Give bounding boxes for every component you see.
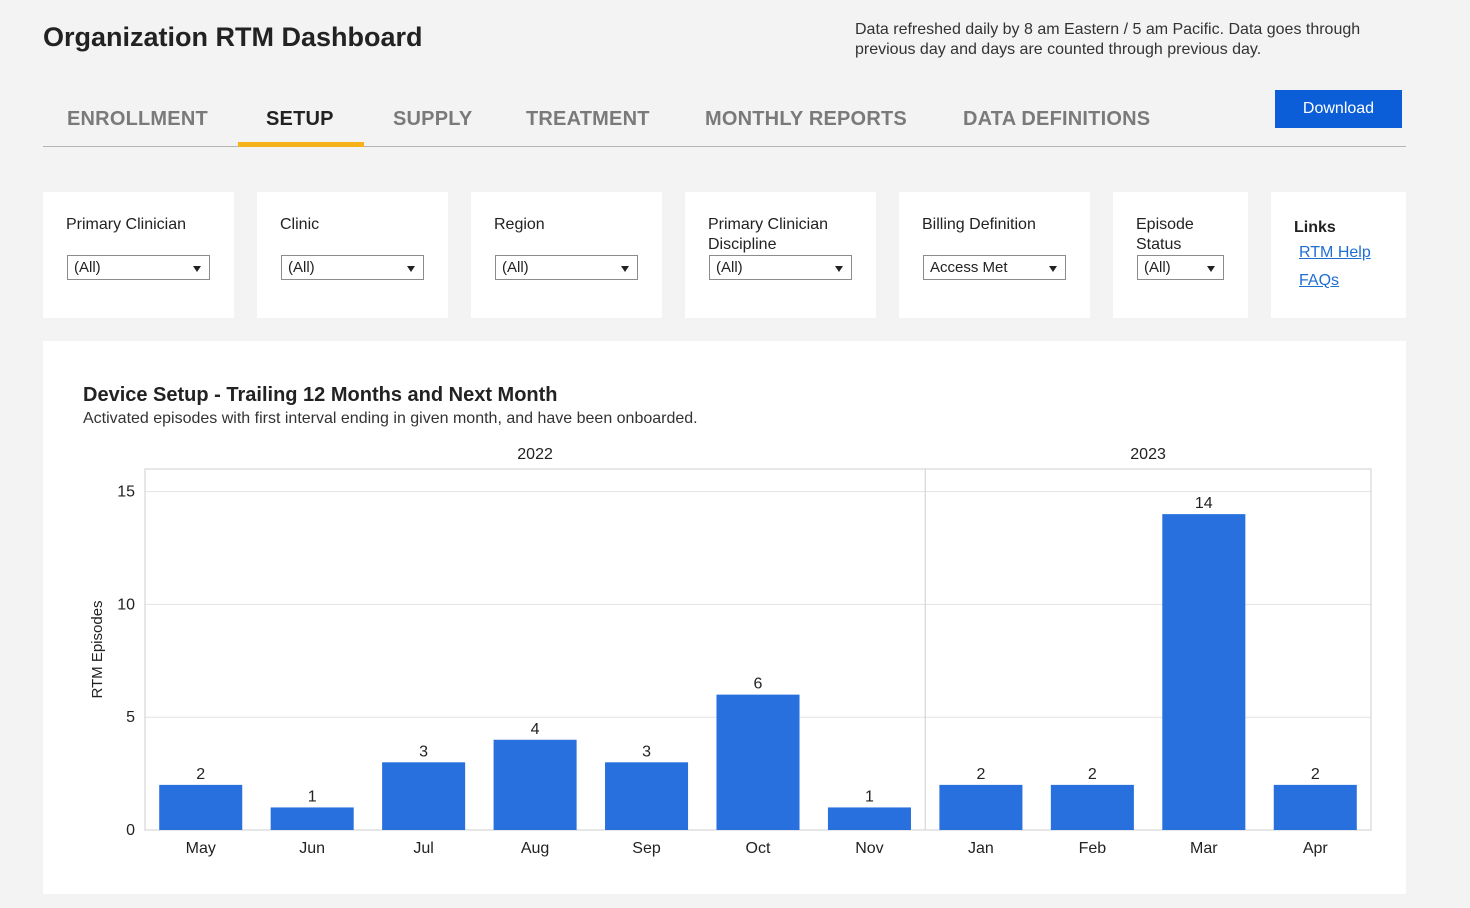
bar bbox=[159, 784, 243, 830]
year-labels: 2022 2023 bbox=[517, 446, 1166, 463]
bar-value-label: 2 bbox=[1311, 766, 1320, 783]
select-value: Access Met bbox=[930, 259, 1008, 276]
bar-value-label: 3 bbox=[642, 743, 651, 760]
x-axis-ticks: May Jun Jul Aug Sep Oct Nov Jan Feb Mar Apr bbox=[186, 840, 1329, 857]
region-select[interactable]: (All) bbox=[495, 255, 638, 280]
primary-clinician-discipline-select[interactable]: (All) bbox=[709, 255, 852, 280]
bar-value-label: 4 bbox=[531, 721, 540, 738]
x-tick-label: Jun bbox=[299, 840, 325, 857]
select-value: (All) bbox=[288, 259, 315, 276]
tab-supply[interactable]: SUPPLY bbox=[393, 108, 473, 130]
chart-title: Device Setup - Trailing 12 Months and Ne… bbox=[83, 384, 558, 406]
x-tick-label: Nov bbox=[855, 840, 883, 857]
bar-value-label: 2 bbox=[976, 766, 985, 783]
y-tick-label: 10 bbox=[117, 596, 135, 613]
chart-panel: Device Setup - Trailing 12 Months and Ne… bbox=[43, 341, 1406, 894]
bar-value-label: 1 bbox=[865, 788, 874, 805]
bar bbox=[605, 762, 689, 830]
page-title: Organization RTM Dashboard bbox=[43, 22, 423, 52]
tab-enrollment[interactable]: ENROLLMENT bbox=[67, 108, 208, 130]
y-tick-label: 0 bbox=[126, 822, 135, 839]
bar bbox=[1273, 784, 1357, 830]
filter-primary-clinician-discipline: Primary Clinician Discipline (All) bbox=[685, 192, 876, 318]
filter-primary-clinician: Primary Clinician (All) bbox=[43, 192, 234, 318]
x-tick-label: Mar bbox=[1190, 840, 1218, 857]
primary-clinician-select[interactable]: (All) bbox=[67, 255, 210, 280]
select-value: (All) bbox=[74, 259, 101, 276]
bar bbox=[382, 762, 466, 830]
y-tick-label: 5 bbox=[126, 709, 135, 726]
select-value: (All) bbox=[716, 259, 743, 276]
bar bbox=[493, 739, 577, 830]
filter-region: Region (All) bbox=[471, 192, 662, 318]
episode-status-select[interactable]: (All) bbox=[1137, 255, 1224, 280]
x-tick-label: Jul bbox=[413, 840, 433, 857]
x-tick-label: May bbox=[186, 840, 216, 857]
bar bbox=[716, 694, 800, 830]
faqs-link[interactable]: FAQs bbox=[1299, 272, 1340, 289]
bar-value-label: 2 bbox=[1088, 766, 1097, 783]
bar-value-label: 3 bbox=[419, 743, 428, 760]
filter-episode-status: Episode Status (All) bbox=[1113, 192, 1248, 318]
filter-label: Primary Clinician Discipline bbox=[708, 216, 829, 253]
tab-setup[interactable]: SETUP bbox=[266, 108, 334, 130]
x-tick-label: Apr bbox=[1303, 840, 1329, 857]
chevron-down-icon bbox=[193, 266, 201, 272]
download-button[interactable]: Download bbox=[1275, 90, 1402, 128]
tab-monthly-reports[interactable]: MONTHLY REPORTS bbox=[705, 108, 907, 130]
links-card: Links RTM Help FAQs bbox=[1271, 192, 1406, 318]
billing-definition-select[interactable]: Access Met bbox=[923, 255, 1066, 280]
chevron-down-icon bbox=[1207, 266, 1215, 272]
rtm-help-link[interactable]: RTM Help bbox=[1299, 244, 1371, 261]
links-title: Links bbox=[1294, 219, 1336, 236]
bar-value-label: 2 bbox=[196, 766, 205, 783]
bar bbox=[270, 807, 354, 830]
filter-label: Region bbox=[494, 216, 545, 233]
bar bbox=[939, 784, 1023, 830]
refresh-note: Data refreshed daily by 8 am Eastern / 5… bbox=[855, 21, 1361, 58]
bar bbox=[1162, 514, 1246, 830]
bars bbox=[159, 514, 1357, 830]
filter-label: Primary Clinician bbox=[66, 216, 187, 233]
filter-billing-definition: Billing Definition Access Met bbox=[899, 192, 1090, 318]
chart-subtitle: Activated episodes with first interval e… bbox=[83, 410, 698, 427]
bar-value-label: 6 bbox=[754, 676, 763, 693]
select-value: (All) bbox=[502, 259, 529, 276]
tab-bar: ENROLLMENT SETUP SUPPLY TREATMENT MONTHL… bbox=[43, 90, 1406, 147]
tab-treatment[interactable]: TREATMENT bbox=[526, 108, 650, 130]
filter-label: Clinic bbox=[280, 216, 320, 233]
select-value: (All) bbox=[1144, 259, 1171, 276]
year-label: 2022 bbox=[517, 446, 553, 463]
chevron-down-icon bbox=[1049, 266, 1057, 272]
chevron-down-icon bbox=[835, 266, 843, 272]
filter-label: Episode Status bbox=[1136, 216, 1194, 253]
chevron-down-icon bbox=[621, 266, 629, 272]
clinic-select[interactable]: (All) bbox=[281, 255, 424, 280]
y-tick-label: 15 bbox=[117, 484, 135, 501]
filter-label: Billing Definition bbox=[922, 216, 1036, 233]
tab-data-definitions[interactable]: DATA DEFINITIONS bbox=[963, 108, 1151, 130]
x-tick-label: Sep bbox=[632, 840, 661, 857]
active-tab-indicator bbox=[238, 142, 364, 147]
x-tick-label: Aug bbox=[521, 840, 549, 857]
bar bbox=[827, 807, 911, 830]
filter-clinic: Clinic (All) bbox=[257, 192, 448, 318]
x-tick-label: Feb bbox=[1079, 840, 1107, 857]
bar-value-label: 14 bbox=[1195, 495, 1213, 512]
chevron-down-icon bbox=[407, 266, 415, 272]
bar-chart: RTM Episodes 0 5 10 15 2022 2023 2 1 3 4 3 6 1 2 2 14… bbox=[89, 446, 1372, 857]
y-axis-label: RTM Episodes bbox=[89, 600, 106, 698]
y-axis-ticks: 0 5 10 15 bbox=[117, 484, 135, 839]
bar-value-label: 1 bbox=[308, 788, 317, 805]
data-labels: 2 1 3 4 3 6 1 2 2 14 2 bbox=[196, 495, 1320, 805]
x-tick-label: Oct bbox=[746, 840, 771, 857]
year-label: 2023 bbox=[1130, 446, 1166, 463]
x-tick-label: Jan bbox=[968, 840, 994, 857]
bar bbox=[1050, 784, 1134, 830]
